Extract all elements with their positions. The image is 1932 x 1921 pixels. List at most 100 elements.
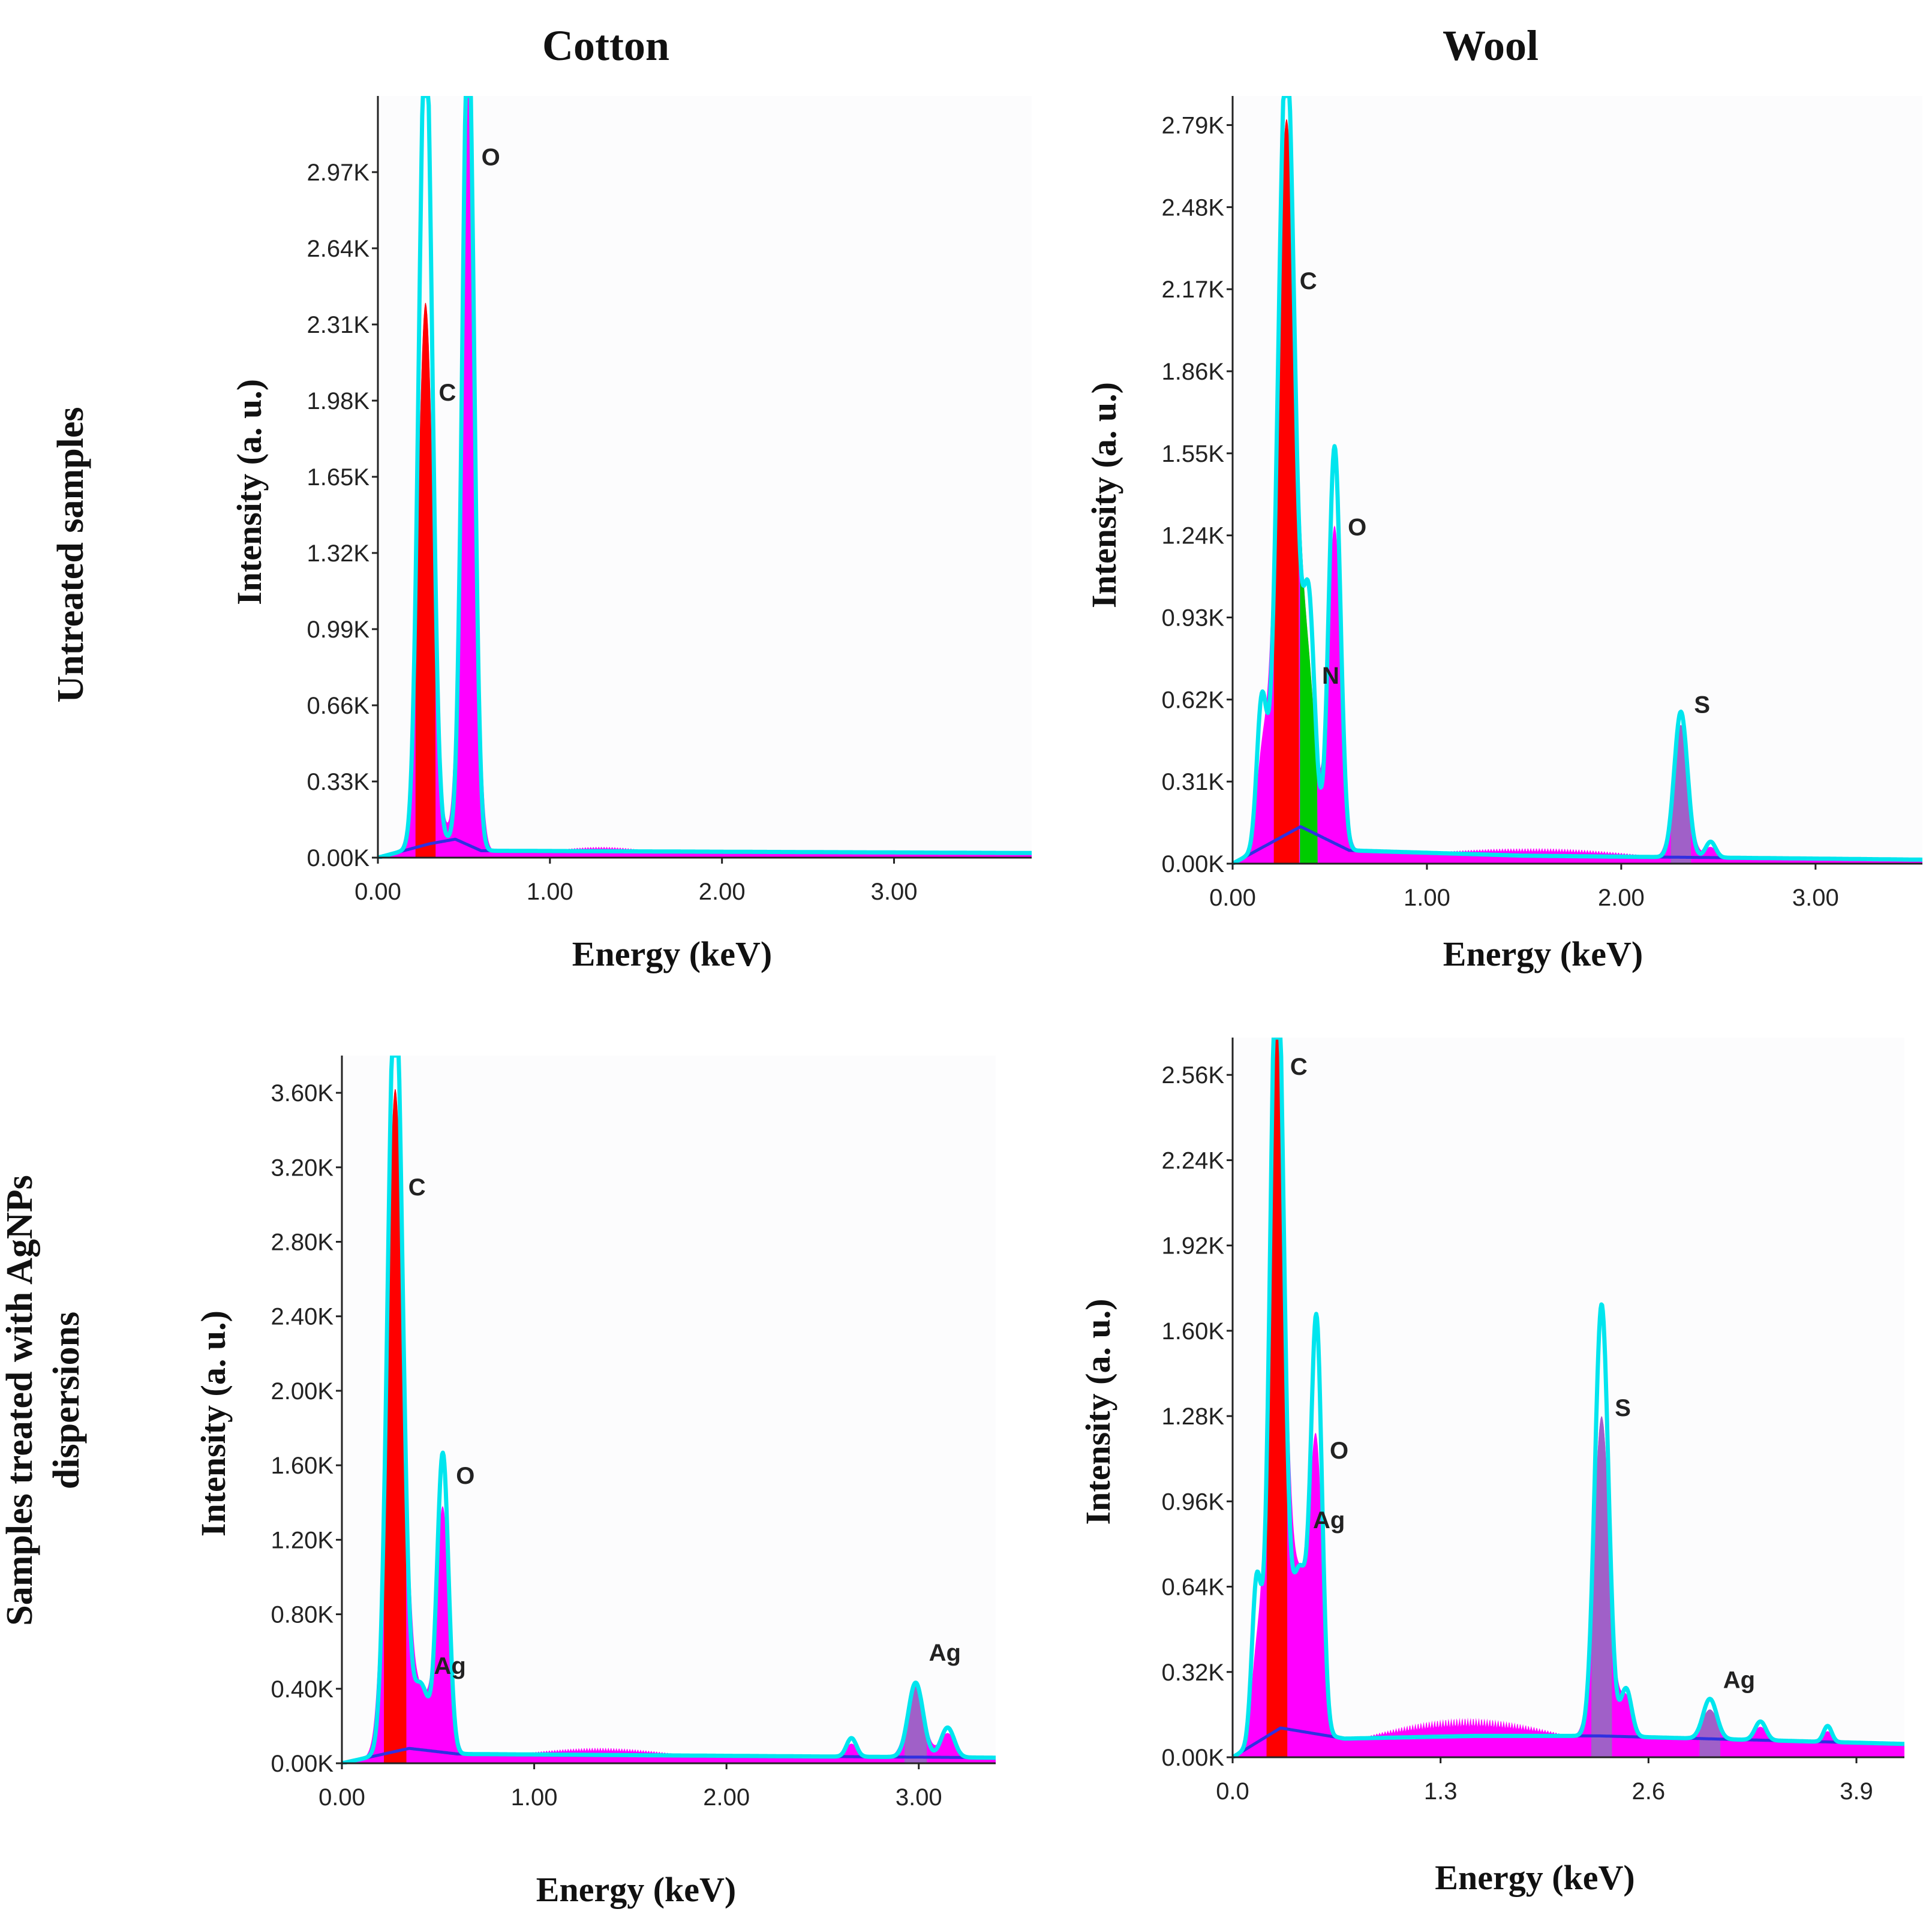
- x-tick-label: 3.00: [896, 1784, 942, 1811]
- chart-cotton-treated: 0.00K 0.40K 0.80K 1.20K 1.60K 2.00K 2.40K 2.80K…: [194, 1056, 996, 1909]
- y-tick-label: 2.24K: [1161, 1147, 1224, 1174]
- peak-label-N: N: [1322, 663, 1339, 689]
- chart-cotton-untreated: 0.00K 0.33K 0.66K 0.99K 1.32K 1.65K 1.98K 2.31K…: [230, 96, 1032, 973]
- y-tick-label: 1.55K: [1161, 441, 1224, 467]
- column-title-cotton: Cotton: [542, 22, 669, 70]
- element-band-S-3: [1591, 1416, 1612, 1757]
- y-tick-label: 0.99K: [307, 617, 369, 643]
- peak-label-S: S: [1615, 1395, 1631, 1421]
- y-tick-label: 1.20K: [271, 1527, 333, 1553]
- spectrum-group: [1233, 96, 1922, 865]
- y-tick-label: 1.60K: [1161, 1318, 1224, 1345]
- y-tick-label: 0.80K: [271, 1602, 333, 1628]
- y-axis-label: Intensity (a. u.): [230, 379, 269, 605]
- y-tick-label: 2.80K: [271, 1229, 333, 1256]
- x-tick-label: 0.00: [319, 1784, 365, 1811]
- fit-line: [378, 96, 1032, 859]
- spectrum-group: [342, 1056, 996, 1764]
- chart-wool-treated: 0.00K 0.32K 0.64K 0.96K 1.28K 1.60K 1.92K 2.24K…: [1078, 1038, 1904, 1897]
- y-tick-label: 2.79K: [1161, 113, 1224, 139]
- x-tick-label: 1.3: [1424, 1778, 1458, 1805]
- y-tick-label: 0.00K: [271, 1751, 333, 1777]
- x-tick-label: 0.00: [1209, 885, 1256, 911]
- x-tick-label: 3.00: [1792, 885, 1839, 911]
- spectrum-area: [1233, 1038, 1904, 1757]
- x-axis-label: Energy (keV): [536, 1870, 736, 1909]
- y-tick-label: 2.31K: [307, 312, 369, 338]
- y-axis-label: Intensity (a. u.): [1084, 382, 1123, 608]
- y-tick-label: 2.00K: [271, 1378, 333, 1405]
- y-tick-label: 0.00K: [1161, 851, 1224, 877]
- peak-label-C: C: [1300, 268, 1317, 294]
- spectrum-group: [1233, 1038, 1904, 1758]
- plot-area: [1233, 1038, 1904, 1757]
- element-band-C-0: [415, 302, 436, 858]
- y-tick-label: 0.00K: [1161, 1745, 1224, 1771]
- spectrum-group: [378, 96, 1032, 859]
- peak-label-Ag: Ag: [434, 1653, 465, 1679]
- y-tick-label: 2.17K: [1161, 276, 1224, 303]
- y-tick-label: 3.20K: [271, 1155, 333, 1181]
- x-axis-label: Energy (keV): [1443, 934, 1643, 973]
- peak-label-C: C: [1290, 1054, 1308, 1080]
- y-tick-label: 1.60K: [271, 1453, 333, 1479]
- fit-line: [1233, 1038, 1904, 1758]
- y-tick-label: 1.28K: [1161, 1403, 1224, 1430]
- y-tick-label: 0.33K: [307, 769, 369, 795]
- peak-label-O: O: [456, 1463, 474, 1489]
- peak-label-Ag: Ag: [1723, 1667, 1755, 1693]
- peak-label-C: C: [438, 380, 456, 406]
- row-title-untreated: Untreated samples: [50, 407, 91, 703]
- element-band-N-1: [1300, 501, 1318, 864]
- x-axis-label: Energy (keV): [1435, 1858, 1634, 1897]
- x-tick-label: 1.00: [527, 879, 573, 905]
- x-tick-label: 3.9: [1840, 1778, 1873, 1805]
- peak-label-Ag: Ag: [929, 1640, 961, 1666]
- element-band-Ag-4: [1699, 1709, 1721, 1757]
- y-tick-label: 0.00K: [307, 845, 369, 871]
- y-tick-label: 3.60K: [271, 1080, 333, 1107]
- y-tick-label: 2.56K: [1161, 1062, 1224, 1089]
- x-tick-label: 2.00: [703, 1784, 750, 1811]
- plot-area: [378, 96, 1032, 858]
- y-tick-label: 2.48K: [1161, 194, 1224, 221]
- y-tick-label: 1.92K: [1161, 1233, 1224, 1259]
- y-tick-label: 1.86K: [1161, 359, 1224, 385]
- y-tick-label: 0.32K: [1161, 1660, 1224, 1686]
- y-tick-label: 0.31K: [1161, 769, 1224, 795]
- fit-line: [342, 1056, 996, 1764]
- y-axis-label: Intensity (a. u.): [194, 1310, 233, 1537]
- y-tick-label: 0.93K: [1161, 605, 1224, 632]
- y-tick-label: 1.24K: [1161, 523, 1224, 549]
- x-tick-label: 1.00: [511, 1784, 558, 1811]
- y-tick-label: 0.96K: [1161, 1489, 1224, 1515]
- y-axis-label: Intensity (a. u.): [1078, 1298, 1117, 1525]
- x-tick-label: 0.00: [354, 879, 401, 905]
- x-axis-label: Energy (keV): [572, 934, 772, 973]
- y-tick-label: 0.40K: [271, 1676, 333, 1703]
- spectrum-area: [342, 1089, 996, 1763]
- y-tick-label: 0.62K: [1161, 687, 1224, 713]
- y-tick-label: 2.64K: [307, 236, 369, 262]
- fit-line: [1233, 96, 1922, 865]
- column-title-wool: Wool: [1442, 22, 1539, 70]
- plot-area: [1233, 96, 1922, 864]
- y-tick-label: 1.98K: [307, 388, 369, 414]
- peak-label-Ag: Ag: [1313, 1507, 1345, 1534]
- x-tick-label: 2.00: [699, 879, 746, 905]
- peak-label-O: O: [1348, 515, 1366, 541]
- y-tick-label: 0.64K: [1161, 1574, 1224, 1601]
- peak-label-C: C: [408, 1174, 426, 1201]
- x-tick-label: 0.0: [1216, 1778, 1249, 1805]
- y-tick-label: 0.66K: [307, 693, 369, 719]
- peak-label-O: O: [482, 144, 500, 170]
- peak-label-S: S: [1694, 692, 1710, 718]
- x-tick-label: 3.00: [871, 879, 918, 905]
- chart-wool-untreated: 0.00K 0.31K 0.62K 0.93K 1.24K 1.55K 1.86K 2.17K…: [1084, 96, 1922, 973]
- x-tick-label: 2.6: [1632, 1778, 1666, 1805]
- y-tick-label: 1.65K: [307, 464, 369, 491]
- row-title-treated: Samples treated with AgNPs dispersions: [0, 1175, 87, 1626]
- x-tick-label: 1.00: [1404, 885, 1450, 911]
- y-tick-label: 2.97K: [307, 160, 369, 186]
- x-tick-label: 2.00: [1598, 885, 1645, 911]
